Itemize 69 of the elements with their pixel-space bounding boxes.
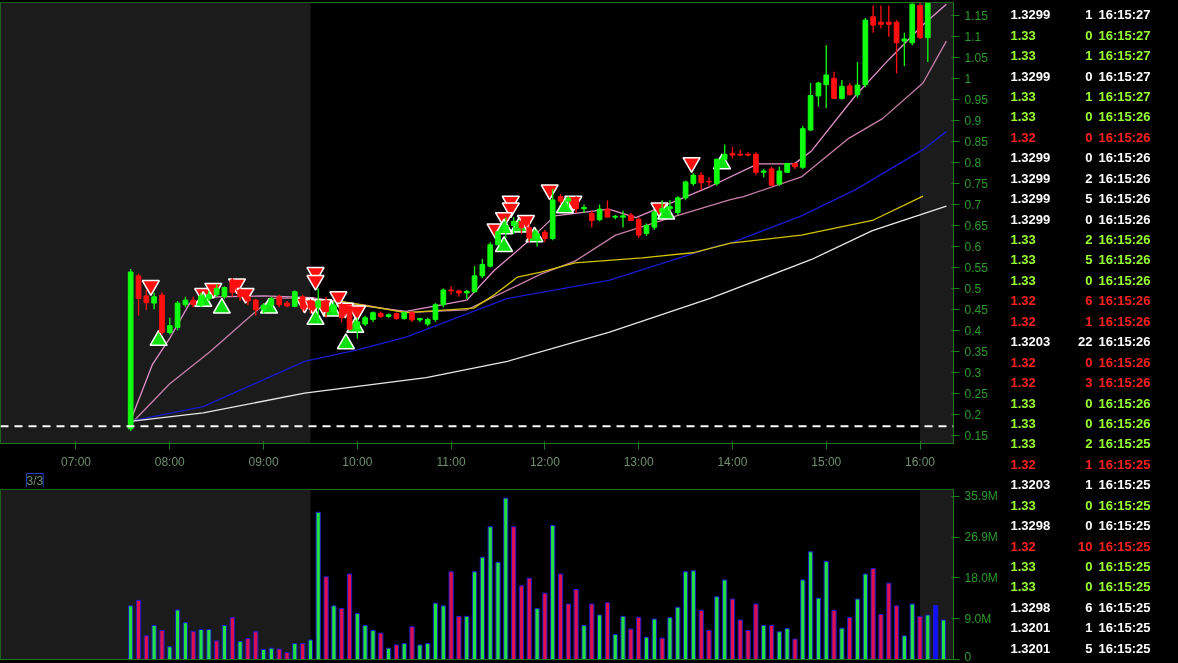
text: 1.33 0 16:15:25 (1010, 497, 1151, 513)
y-tick-label: 0.25 (964, 386, 989, 401)
x-tick-label: 09:00 (248, 454, 279, 469)
text: 1.3299 5 16:15:26 (1010, 191, 1151, 207)
text: 1.3298 0 16:15:25 (1010, 518, 1151, 534)
text: 1.33 0 16:15:26 (1010, 395, 1151, 411)
text: 3/3 (26, 473, 44, 488)
y-tick-label: 0.65 (964, 219, 989, 234)
y-tick-label: 0.75 (964, 177, 989, 192)
y-tick-label: 26.9M (964, 530, 998, 545)
text: 1.3201 1 16:15:25 (1010, 620, 1151, 636)
x-tick-label: 11:00 (436, 454, 467, 469)
text: 1.3201 5 16:15:25 (1010, 640, 1151, 656)
text: 1.3299 0 16:15:27 (1010, 68, 1151, 84)
text: 1.3203 22 16:15:26 (1010, 334, 1151, 350)
x-tick-label: 13:00 (623, 454, 655, 469)
y-tick-label: 18.0M (964, 570, 998, 585)
y-tick-label: 0 (964, 649, 972, 663)
text: 1.3299 1 16:15:27 (1010, 7, 1151, 23)
text: 1.3299 0 16:15:26 (1010, 211, 1151, 227)
y-tick-label: 35.9M (964, 489, 998, 504)
text: 1.33 0 16:15:26 (1010, 109, 1151, 125)
y-tick-label: 0.9 (964, 114, 982, 129)
text: 1.32 0 16:15:26 (1010, 129, 1151, 145)
y-tick-label: 0.55 (964, 260, 989, 275)
y-tick-label: 0.45 (964, 302, 989, 317)
text: 1.3299 0 16:15:26 (1010, 150, 1151, 166)
text: 1.32 0 16:15:26 (1010, 354, 1151, 370)
x-tick-label: 12:00 (529, 454, 561, 469)
y-tick-label: 1.15 (964, 9, 989, 24)
text: 1.33 1 16:15:27 (1010, 48, 1151, 64)
y-tick-label: 1.05 (964, 51, 989, 66)
text: 1.33 1 16:15:27 (1010, 88, 1151, 104)
y-tick-label: 0.5 (964, 281, 982, 296)
x-tick-label: 15:00 (811, 454, 842, 469)
y-tick-label: 1 (964, 72, 972, 87)
text: 1.33 0 16:15:26 (1010, 415, 1151, 431)
text: 1.32 1 16:15:25 (1010, 456, 1151, 472)
text: 1.32 1 16:15:26 (1010, 313, 1151, 329)
text: 1.32 6 16:15:26 (1010, 293, 1151, 309)
x-tick-label: 08:00 (154, 454, 186, 469)
y-tick-label: 0.85 (964, 135, 989, 150)
text: 1.33 0 16:15:27 (1010, 27, 1151, 43)
text: 1.33 2 16:15:26 (1010, 232, 1151, 248)
y-tick-label: 0.4 (964, 323, 982, 338)
text: 1.33 0 16:15:25 (1010, 559, 1151, 575)
y-tick-label: 0.8 (964, 156, 982, 171)
text: 1.3203 1 16:15:25 (1010, 477, 1151, 493)
text: 1.33 2 16:15:25 (1010, 436, 1151, 452)
text: 1.3299 2 16:15:26 (1010, 170, 1151, 186)
y-tick-label: 0.6 (964, 239, 982, 254)
y-tick-label: 0.2 (964, 407, 982, 422)
x-tick-label: 16:00 (905, 454, 936, 469)
y-tick-label: 9.0M (964, 611, 992, 626)
y-tick-label: 0.7 (964, 198, 982, 213)
x-tick-label: 14:00 (717, 454, 748, 469)
text: 1.33 5 16:15:26 (1010, 252, 1151, 268)
text: 1.32 3 16:15:26 (1010, 375, 1151, 391)
x-tick-label: 07:00 (60, 454, 92, 469)
text: 1.33 0 16:15:25 (1010, 579, 1151, 595)
y-tick-label: 1.1 (964, 30, 982, 45)
y-tick-label: 0.15 (964, 428, 989, 443)
y-tick-label: 0.35 (964, 344, 989, 359)
text: 1.3298 6 16:15:25 (1010, 599, 1151, 615)
x-tick-label: 10:00 (342, 454, 373, 469)
text: 1.33 0 16:15:26 (1010, 272, 1151, 288)
y-tick-label: 0.95 (964, 93, 989, 108)
y-tick-label: 0.3 (964, 365, 982, 380)
text: 1.32 10 16:15:25 (1010, 538, 1151, 554)
